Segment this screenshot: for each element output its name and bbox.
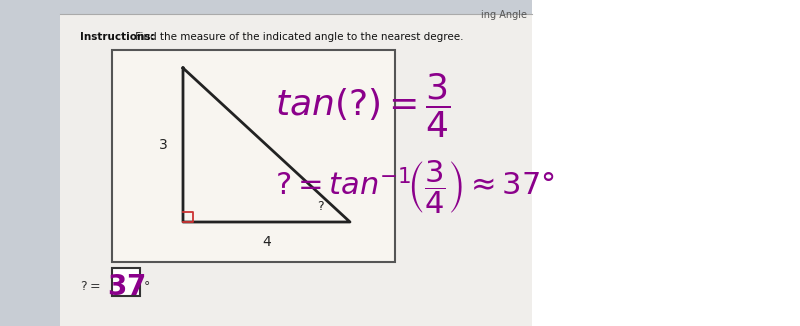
Text: 3: 3: [158, 138, 167, 152]
Bar: [112, 268, 140, 296]
Text: $? =$: $? =$: [80, 280, 100, 293]
Bar: [60, 14, 532, 326]
Text: ?: ?: [317, 200, 323, 213]
Text: $\bf{37}$: $\bf{37}$: [106, 274, 146, 301]
Bar: [112, 50, 395, 262]
Text: Find the measure of the indicated angle to the nearest degree.: Find the measure of the indicated angle …: [132, 32, 463, 42]
Text: $\mathit{tan}(?) = \dfrac{3}{4}$: $\mathit{tan}(?) = \dfrac{3}{4}$: [275, 72, 451, 140]
Text: 4: 4: [262, 235, 271, 249]
Text: Instructions:: Instructions:: [80, 32, 154, 42]
Text: ing Angle: ing Angle: [481, 10, 527, 20]
Bar: [0, 0, 532, 326]
Text: $\mathit{?} = \mathit{tan}^{-1}\!\left(\dfrac{3}{4}\right) \approx 37°$: $\mathit{?} = \mathit{tan}^{-1}\!\left(\…: [275, 158, 555, 215]
Text: °: °: [144, 280, 150, 293]
